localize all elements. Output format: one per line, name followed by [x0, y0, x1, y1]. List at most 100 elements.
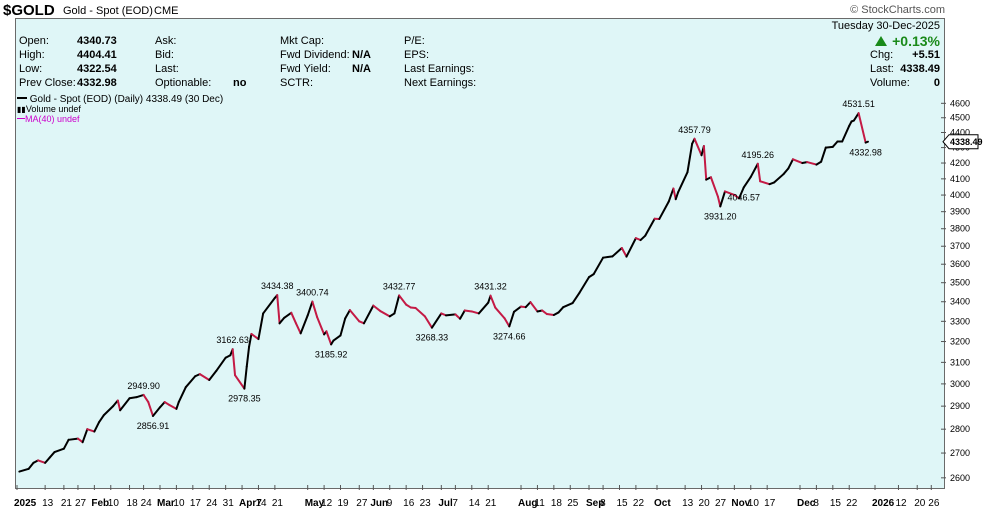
price-line-segment [151, 406, 162, 417]
y-tick-label: 3500 [950, 278, 970, 288]
price-line-segment [175, 401, 180, 410]
stat-label: EPS: [404, 49, 430, 61]
x-tick-label: Oct [654, 498, 671, 509]
price-line-segment [578, 276, 591, 294]
price-line-segment [299, 314, 309, 335]
price-line-segment [344, 309, 351, 320]
price-line-segment [231, 348, 237, 377]
stat-label: Last Earnings: [404, 63, 475, 75]
price-line-segment [625, 237, 637, 258]
stat-value: no [233, 77, 247, 89]
price-annotation: 3400.74 [296, 288, 329, 298]
x-tick-label: 22 [846, 498, 858, 509]
price-line-segment [508, 310, 515, 328]
last-price-tag [942, 134, 979, 150]
legend-main: Gold - Spot (EOD) (Daily) 4338.49 (30 De… [17, 94, 223, 105]
price-line-segment [592, 256, 605, 276]
price-annotation: 3931.20 [704, 211, 737, 221]
price-line-segment [245, 345, 251, 368]
ma-swatch-icon [17, 118, 25, 119]
price-line-segment [719, 190, 726, 208]
price-line-segment [27, 461, 35, 470]
x-tick-label: 2026 [872, 498, 895, 509]
price-line-segment [177, 386, 187, 404]
stat-label: Ask: [155, 35, 177, 47]
x-tick-label: 19 [338, 498, 350, 509]
x-tick-label: 10 [173, 498, 185, 509]
stat-label: Next Earnings: [404, 77, 477, 89]
legend-ma: MA(40) undef [17, 114, 80, 124]
x-tick-label: 20 [699, 498, 711, 509]
x-tick-label: 27 [75, 498, 87, 509]
x-tick-label: 10 [748, 498, 760, 509]
price-line-segment [48, 451, 56, 459]
right-stat-label: Volume: [870, 77, 910, 89]
right-stat-label: Last: [870, 63, 894, 75]
price-line-segment [62, 438, 70, 450]
price-line-segment [709, 176, 719, 198]
price-line-segment [67, 437, 79, 441]
x-tick-label: 14 [469, 498, 481, 509]
volume-bars-icon: ▮▮ [17, 105, 26, 114]
y-tick-label: 3000 [950, 379, 970, 389]
price-line-segment [529, 301, 539, 313]
price-annotation: 3274.66 [493, 331, 526, 341]
price-line-segment [557, 306, 565, 314]
y-tick-label: 4100 [950, 174, 970, 184]
price-line-segment [98, 414, 105, 424]
price-line-segment [86, 428, 96, 433]
x-tick-label: 23 [420, 498, 432, 509]
right-stat-value: 4338.49 [900, 63, 940, 75]
x-tick-label: May [305, 498, 325, 509]
x-tick-label: 10 [108, 498, 120, 509]
x-tick-label: 12 [321, 498, 333, 509]
stat-label: Last: [155, 63, 179, 75]
price-line-segment [248, 332, 253, 348]
stat-label: Bid: [155, 49, 174, 61]
price-line-segment [524, 301, 532, 309]
price-line-segment [339, 317, 347, 337]
y-tick-label: 3900 [950, 207, 970, 217]
price-line-segment [159, 401, 166, 409]
price-annotation: 4332.98 [849, 148, 882, 158]
price-line-segment [276, 294, 281, 325]
x-tick-label: 15 [616, 498, 628, 509]
y-tick-label: 3800 [950, 224, 970, 234]
price-line-segment [759, 180, 771, 186]
x-tick-label: 18 [127, 498, 139, 509]
x-tick-label: 20 [914, 498, 926, 509]
price-line-segment [198, 373, 211, 381]
x-tick-label: 12 [895, 498, 907, 509]
y-tick-label: 3600 [950, 259, 970, 269]
x-tick-label: 15 [830, 498, 842, 509]
price-line-segment [806, 161, 818, 166]
price-line-segment [562, 302, 574, 309]
price-line-segment [119, 397, 131, 412]
price-line-segment [571, 291, 581, 305]
price-line-segment [489, 294, 497, 309]
x-tick-label: 26 [928, 498, 940, 509]
x-tick-label: Dec [797, 498, 816, 509]
price-line-segment [463, 309, 473, 313]
y-tick-label: 3400 [950, 297, 970, 307]
stat-label: SCTR: [280, 77, 313, 89]
price-line-segment [494, 306, 506, 320]
price-annotation: 3162.63 [216, 335, 249, 345]
price-line-segment [674, 191, 680, 201]
right-stat-value: 0 [933, 77, 940, 89]
stat-value: 4332.98 [77, 77, 117, 89]
chart-panel [15, 18, 945, 489]
y-tick-label: 3100 [950, 357, 970, 367]
y-tick-label: 3200 [950, 337, 970, 347]
price-line-segment [325, 330, 333, 346]
change-percent: +0.13% [875, 33, 940, 49]
y-tick-label: 2600 [950, 473, 970, 483]
x-tick-label: 31 [223, 498, 235, 509]
price-line-segment [116, 399, 122, 412]
y-tick-label: 4000 [950, 190, 970, 200]
price-line-segment [644, 217, 656, 237]
x-tick-label: 22 [633, 498, 645, 509]
chart-header: $GOLD Gold - Spot (EOD) CME © StockChart… [0, 0, 990, 20]
price-annotation: 3431.32 [474, 282, 507, 292]
